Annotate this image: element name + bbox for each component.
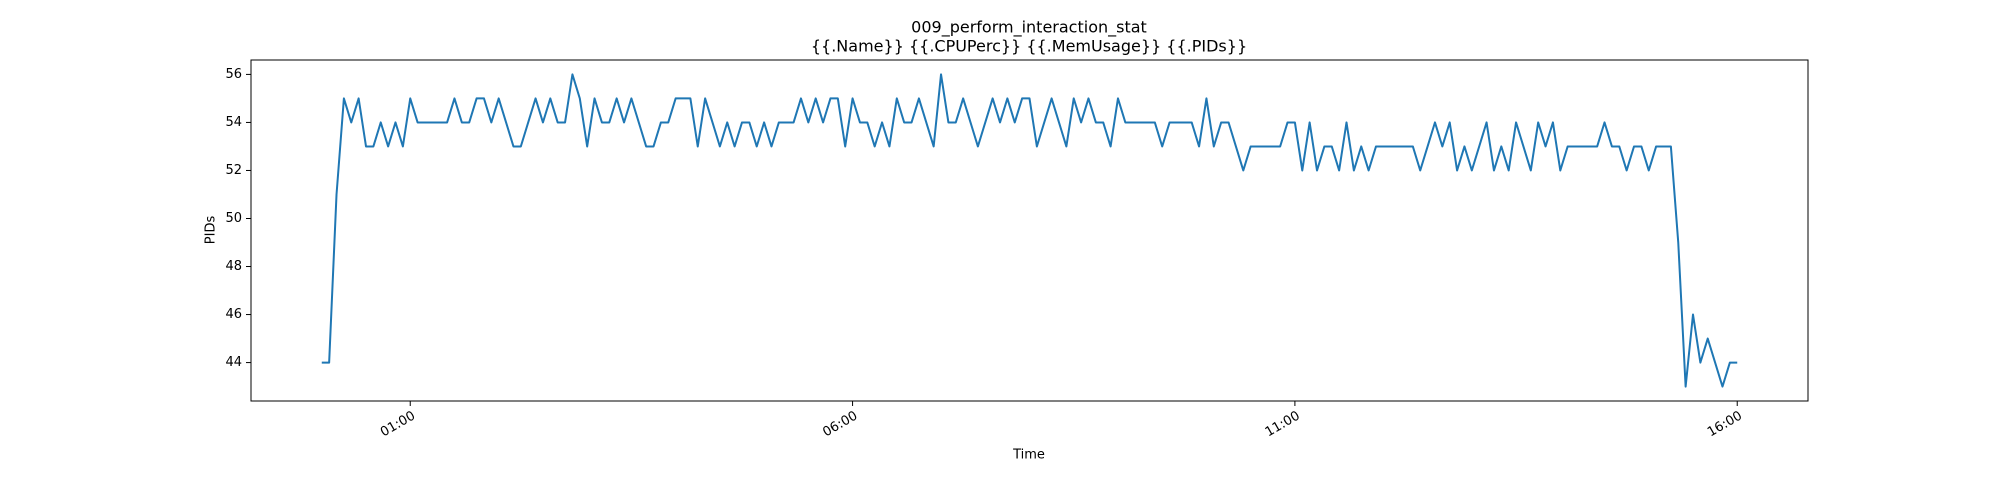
chart-title: 009_perform_interaction_stat [911, 18, 1147, 38]
y-tick-label: 46 [225, 307, 242, 322]
plot-frame [250, 59, 1809, 402]
y-tick-label: 44 [225, 355, 242, 370]
chart-subtitle: {{.Name}} {{.CPUPerc}} {{.MemUsage}} {{.… [811, 37, 1247, 56]
x-tick-label: 06:00 [820, 409, 860, 441]
y-tick-label: 52 [225, 163, 242, 178]
x-tick-label: 11:00 [1263, 409, 1303, 441]
y-tick-label: 48 [225, 259, 242, 274]
x-tick-label: 01:00 [378, 409, 418, 441]
y-axis-label: PIDs [204, 216, 219, 245]
y-tick-label: 50 [225, 211, 242, 226]
x-tick-label: 16:00 [1705, 409, 1745, 441]
y-tick-label: 56 [225, 67, 242, 82]
data-line [321, 73, 1738, 388]
y-tick-label: 54 [225, 115, 242, 130]
x-axis-label: Time [1012, 448, 1045, 463]
